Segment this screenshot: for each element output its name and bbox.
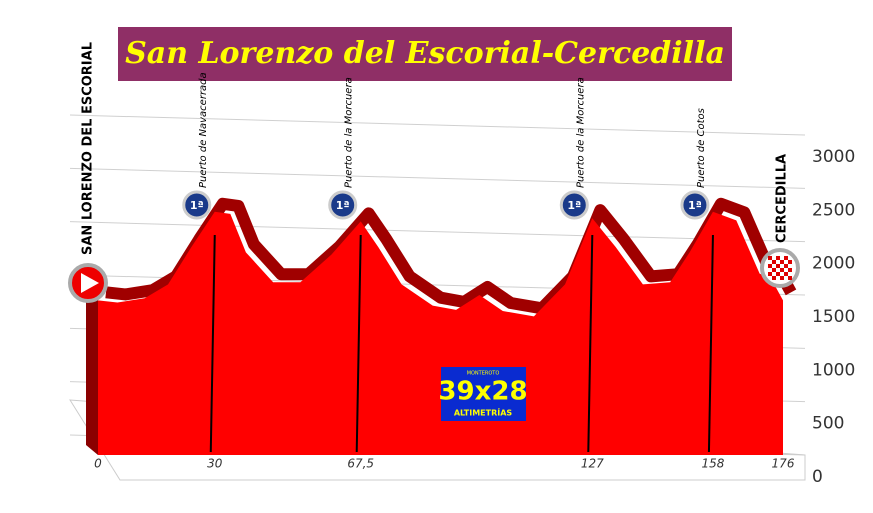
- y-tick-label: 1500: [812, 307, 855, 327]
- peak-line: [209, 234, 216, 453]
- start-label: SAN LORENZO DEL ESCORIAL: [81, 42, 96, 255]
- badge: [328, 190, 358, 220]
- logo-main: 39x28: [438, 377, 527, 407]
- check: [784, 256, 788, 260]
- check: [780, 260, 784, 264]
- y-tick-label: 3000: [812, 147, 855, 167]
- check: [772, 260, 776, 264]
- check: [776, 256, 780, 260]
- check: [768, 272, 772, 276]
- check: [768, 256, 772, 260]
- badge: [680, 190, 710, 220]
- check: [768, 264, 772, 268]
- peak-label: Puerto de Cotos: [696, 108, 707, 188]
- check: [776, 272, 780, 276]
- check: [772, 268, 776, 272]
- check: [772, 276, 776, 280]
- badge-label: 1ª: [336, 199, 350, 212]
- grid-line: [69, 114, 806, 136]
- check: [780, 268, 784, 272]
- badge: [559, 190, 589, 220]
- x-tick-label: 176: [772, 457, 795, 471]
- badge: [182, 190, 212, 220]
- y-tick-label: 2000: [812, 254, 855, 274]
- peak-label: Puerto de Navacerrada: [198, 72, 209, 188]
- peak-label: Puerto de la Morcuera: [575, 77, 586, 188]
- chart-title: San Lorenzo del Escorial-Cercedilla: [125, 36, 725, 71]
- badge-label: 1ª: [688, 199, 702, 212]
- logo-bottom: ALTIMETRÍAS: [454, 407, 513, 418]
- y-tick-label: 1000: [812, 360, 855, 380]
- end-label: CERCEDILLA: [775, 154, 790, 243]
- y-tick-label: 500: [812, 414, 844, 434]
- check: [784, 272, 788, 276]
- x-tick-label: 0: [94, 457, 102, 471]
- x-tick-label: 30: [207, 457, 223, 471]
- y-tick-label: 2500: [812, 200, 855, 220]
- profile-side: [86, 290, 98, 455]
- check: [776, 264, 780, 268]
- check: [788, 268, 792, 272]
- check: [788, 276, 792, 280]
- peak-line: [707, 234, 714, 453]
- profile-area: [98, 211, 783, 455]
- end-icon: [760, 248, 800, 288]
- peak-line: [355, 234, 362, 453]
- peak-label: Puerto de la Morcuera: [344, 77, 355, 188]
- check: [788, 260, 792, 264]
- badge-label: 1ª: [190, 199, 204, 212]
- grid-line: [69, 167, 806, 189]
- peak-line: [587, 234, 594, 453]
- badge-label: 1ª: [567, 199, 581, 212]
- x-tick-label: 67,5: [347, 457, 374, 471]
- title-box: [118, 27, 732, 81]
- x-tick-label: 158: [701, 457, 724, 471]
- start-arrow: [81, 273, 99, 293]
- x-tick-label: 127: [581, 457, 604, 471]
- grid-line: [69, 221, 806, 243]
- logo-top: MONTEROTO: [467, 371, 500, 377]
- check: [780, 276, 784, 280]
- check: [784, 264, 788, 268]
- y-tick-label: 0: [812, 467, 823, 487]
- logo-box: [441, 367, 526, 421]
